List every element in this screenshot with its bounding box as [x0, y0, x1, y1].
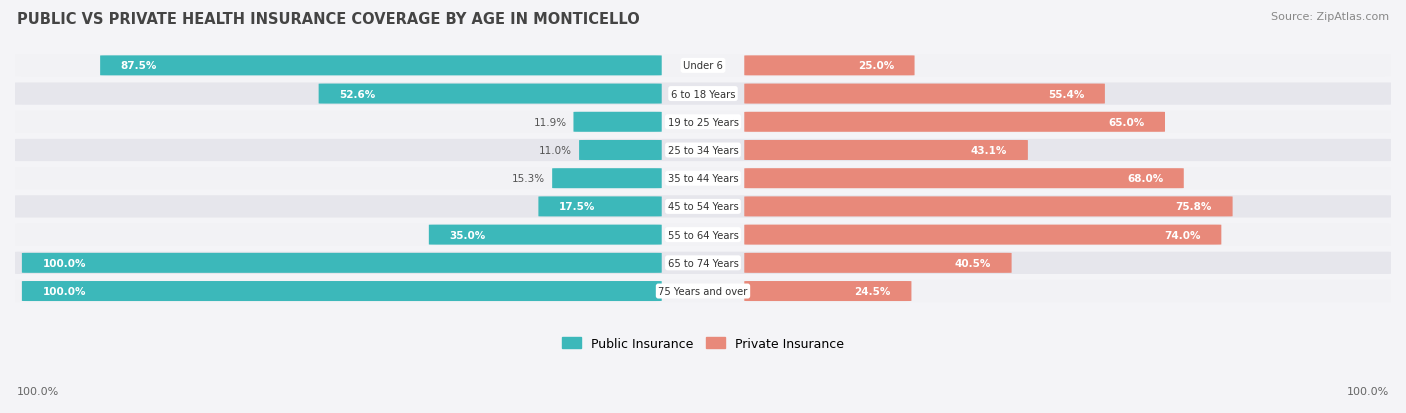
Text: 55.4%: 55.4%: [1047, 89, 1084, 100]
Text: 65.0%: 65.0%: [1108, 117, 1144, 128]
Text: 11.0%: 11.0%: [540, 146, 572, 156]
Text: 100.0%: 100.0%: [17, 387, 59, 396]
Text: 6 to 18 Years: 6 to 18 Years: [671, 89, 735, 100]
Text: 35 to 44 Years: 35 to 44 Years: [668, 174, 738, 184]
FancyBboxPatch shape: [744, 197, 1233, 217]
Text: PUBLIC VS PRIVATE HEALTH INSURANCE COVERAGE BY AGE IN MONTICELLO: PUBLIC VS PRIVATE HEALTH INSURANCE COVER…: [17, 12, 640, 27]
Text: 74.0%: 74.0%: [1164, 230, 1201, 240]
FancyBboxPatch shape: [15, 112, 1391, 133]
Text: 40.5%: 40.5%: [955, 258, 991, 268]
FancyBboxPatch shape: [744, 84, 1105, 104]
FancyBboxPatch shape: [22, 281, 662, 301]
FancyBboxPatch shape: [15, 196, 1391, 218]
Text: 43.1%: 43.1%: [972, 146, 1007, 156]
FancyBboxPatch shape: [22, 253, 662, 273]
Text: 68.0%: 68.0%: [1126, 174, 1163, 184]
Text: 75 Years and over: 75 Years and over: [658, 286, 748, 296]
FancyBboxPatch shape: [319, 84, 662, 104]
Text: 100.0%: 100.0%: [42, 258, 86, 268]
Text: 55 to 64 Years: 55 to 64 Years: [668, 230, 738, 240]
FancyBboxPatch shape: [579, 141, 662, 161]
Text: 45 to 54 Years: 45 to 54 Years: [668, 202, 738, 212]
FancyBboxPatch shape: [15, 252, 1391, 274]
Text: Under 6: Under 6: [683, 61, 723, 71]
FancyBboxPatch shape: [744, 169, 1184, 189]
FancyBboxPatch shape: [744, 141, 1028, 161]
Text: 19 to 25 Years: 19 to 25 Years: [668, 117, 738, 128]
FancyBboxPatch shape: [15, 280, 1391, 302]
FancyBboxPatch shape: [744, 281, 911, 301]
Text: 100.0%: 100.0%: [42, 286, 86, 296]
Text: 25.0%: 25.0%: [858, 61, 894, 71]
Text: 11.9%: 11.9%: [533, 117, 567, 128]
Legend: Public Insurance, Private Insurance: Public Insurance, Private Insurance: [557, 332, 849, 355]
FancyBboxPatch shape: [15, 83, 1391, 105]
FancyBboxPatch shape: [429, 225, 662, 245]
Text: 15.3%: 15.3%: [512, 174, 546, 184]
Text: 24.5%: 24.5%: [855, 286, 891, 296]
Text: 52.6%: 52.6%: [339, 89, 375, 100]
FancyBboxPatch shape: [15, 55, 1391, 77]
FancyBboxPatch shape: [538, 197, 662, 217]
FancyBboxPatch shape: [15, 140, 1391, 162]
FancyBboxPatch shape: [553, 169, 662, 189]
Text: 65 to 74 Years: 65 to 74 Years: [668, 258, 738, 268]
Text: 17.5%: 17.5%: [560, 202, 595, 212]
Text: 75.8%: 75.8%: [1175, 202, 1212, 212]
Text: 87.5%: 87.5%: [121, 61, 157, 71]
Text: Source: ZipAtlas.com: Source: ZipAtlas.com: [1271, 12, 1389, 22]
FancyBboxPatch shape: [744, 112, 1166, 133]
Text: 25 to 34 Years: 25 to 34 Years: [668, 146, 738, 156]
FancyBboxPatch shape: [15, 168, 1391, 190]
FancyBboxPatch shape: [574, 112, 662, 133]
FancyBboxPatch shape: [15, 224, 1391, 246]
FancyBboxPatch shape: [100, 56, 662, 76]
Text: 100.0%: 100.0%: [1347, 387, 1389, 396]
FancyBboxPatch shape: [744, 225, 1222, 245]
Text: 35.0%: 35.0%: [450, 230, 485, 240]
FancyBboxPatch shape: [744, 253, 1011, 273]
FancyBboxPatch shape: [744, 56, 914, 76]
